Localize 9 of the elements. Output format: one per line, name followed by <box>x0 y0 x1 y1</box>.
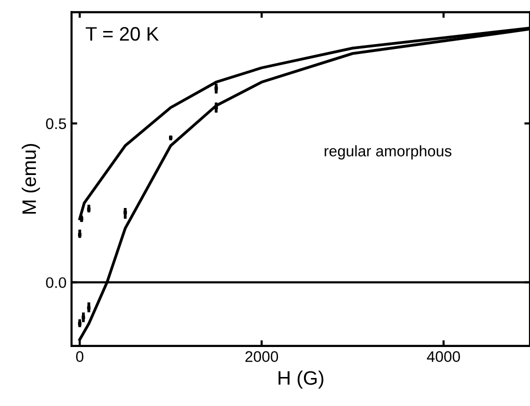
y-tick-label: 0.0 <box>46 277 66 288</box>
y-axis-title: M (emu) <box>22 144 40 214</box>
annotation: regular amorphous <box>324 145 452 160</box>
x-axis-title: H (G) <box>278 370 324 389</box>
y-tick-label: 0.5 <box>46 118 66 130</box>
annotation: T = 20 K <box>86 26 159 41</box>
x-tick-label: 4000 <box>426 351 460 362</box>
x-tick-label: 0 <box>76 351 84 362</box>
x-tick-label: 2000 <box>245 351 278 362</box>
